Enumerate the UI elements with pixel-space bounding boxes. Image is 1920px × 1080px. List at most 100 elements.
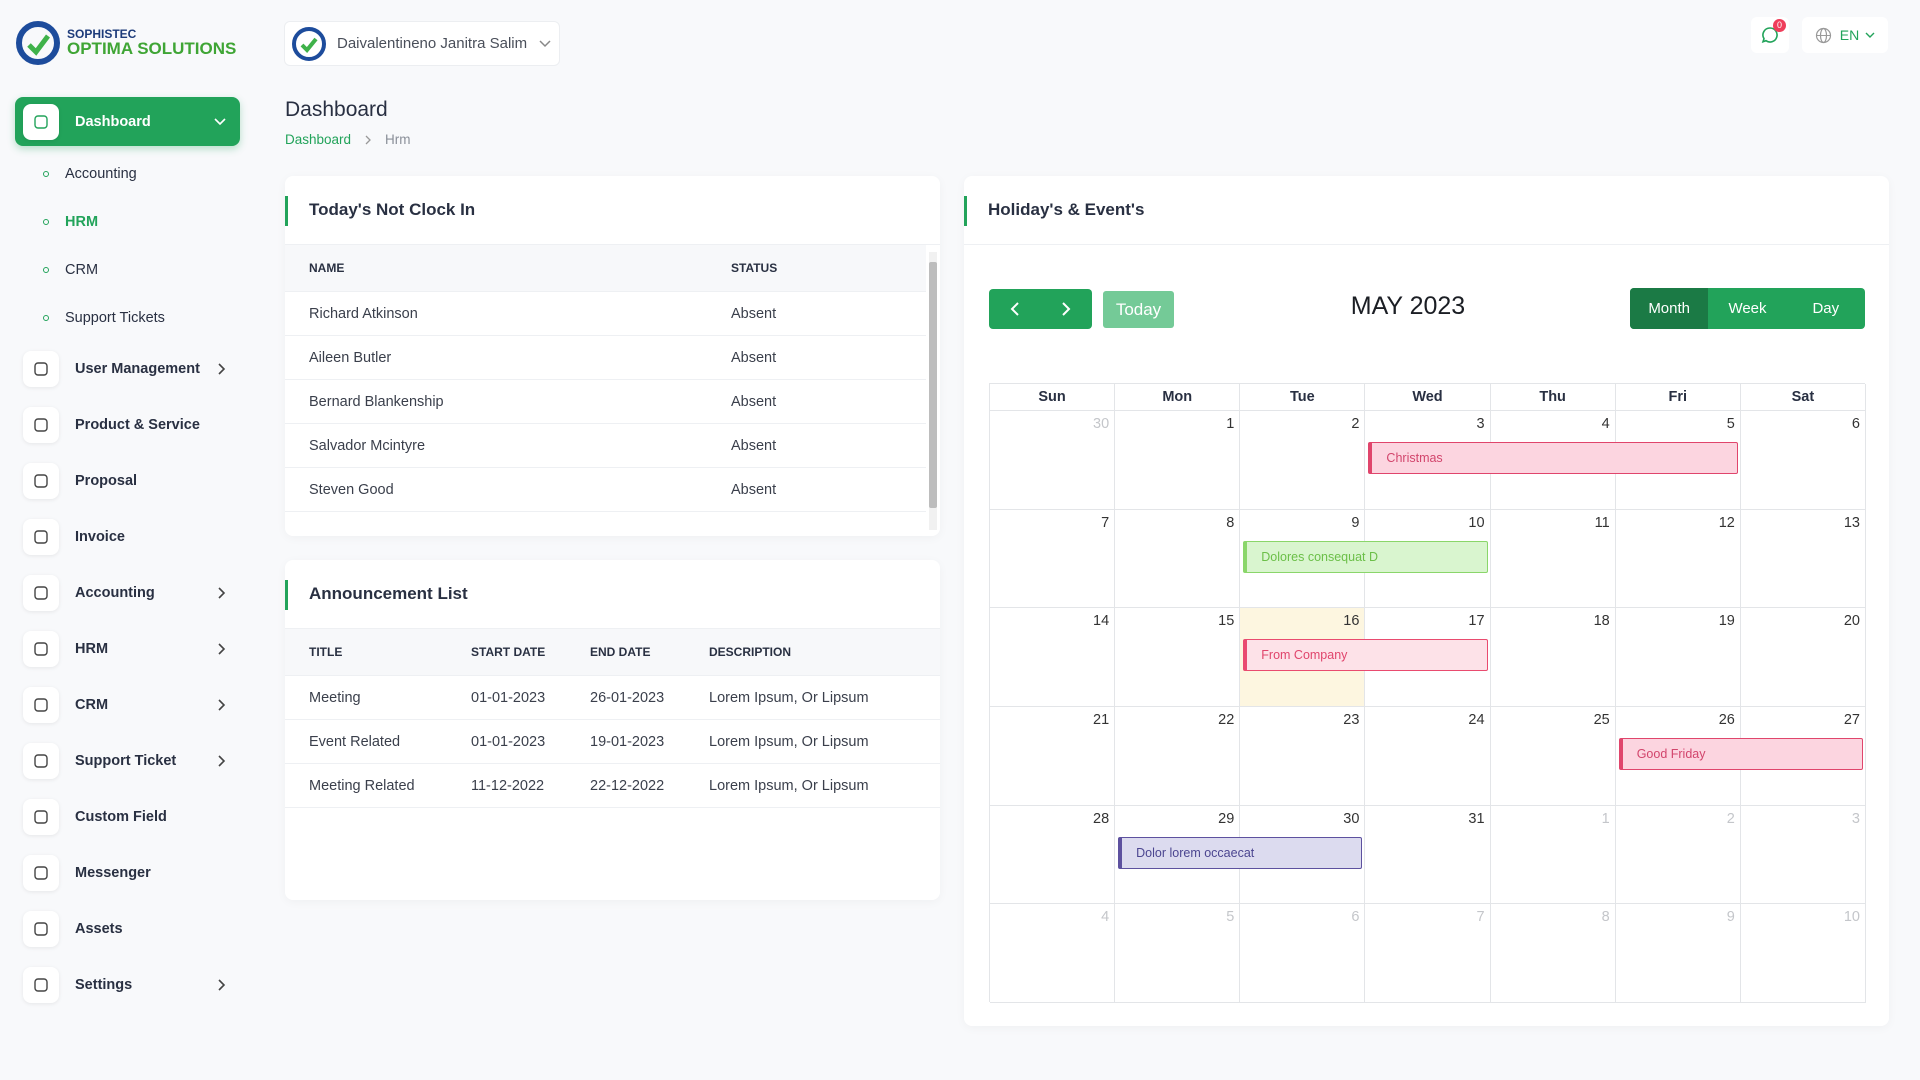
day-cell[interactable]: 2 [1240,411,1366,510]
view-button[interactable]: Month [1630,288,1709,329]
nav-subitem[interactable]: Accounting [43,160,137,188]
day-cell[interactable]: 8 [1115,509,1241,609]
day-number: 6 [1351,909,1360,926]
nav-icon [23,103,59,140]
chevron [1865,32,1875,38]
nav-item[interactable]: Support Ticket [15,736,240,785]
day-cell[interactable]: 28 [990,805,1116,905]
view-button[interactable]: Week [1728,300,1767,317]
day-cell[interactable]: 11 [1490,509,1616,609]
nav-icon [23,742,59,779]
scroll-thumb[interactable] [929,262,937,508]
nav-item[interactable]: CRM [15,680,240,729]
language-button[interactable]: EN [1802,17,1888,53]
nav-label: Support Ticket [75,752,177,769]
calendar-event[interactable]: Dolores consequat D [1243,540,1488,573]
table-cell: Richard Atkinson [309,305,418,322]
day-cell[interactable]: 1 [1115,411,1241,510]
breadcrumb-link[interactable]: Dashboard [285,132,352,147]
day-cell[interactable]: 5 [1615,411,1741,510]
nav-label: Assets [75,920,123,937]
day-cell[interactable]: 9 [1615,904,1741,1003]
calendar-event[interactable]: Good Friday [1618,738,1863,770]
nav-label: HRM [75,640,109,657]
day-cell[interactable]: 20 [1740,608,1866,707]
table-row: Event Related 01-01-2023 19-01-2023 Lorem I… [285,720,940,764]
day-cell[interactable]: 6 [1740,411,1866,510]
nav-subitem[interactable]: Support Tickets [43,304,165,332]
day-number: 20 [1843,613,1860,630]
day-cell[interactable]: 14 [990,608,1116,707]
nav-item[interactable]: Settings [15,960,240,1009]
table-cell: Event Related [309,733,401,750]
nav-item[interactable]: Messenger [15,848,240,897]
calendar-period: MAY 2023 [1350,292,1466,320]
weekday: Fri [1615,384,1741,411]
view-button[interactable]: Day [1812,300,1840,317]
calendar-event[interactable]: Christmas [1368,442,1738,474]
calendar-event[interactable]: Dolor lorem occaecat [1118,836,1363,869]
day-cell[interactable]: 23 [1240,707,1366,806]
scrollbar[interactable] [929,252,937,530]
calendar-card: Holiday's & Event's Today MAY 2023 Month… [964,176,1889,1026]
day-cell[interactable]: 24 [1365,707,1491,806]
day-cell[interactable]: 10 [1740,904,1866,1003]
day-cell[interactable]: 15 [1115,608,1241,707]
calendar-grid: Sun Mon Tue Wed Thu Fri Sat 30 1 2 3 4 5 6 7 8 9 10 11 12 13… [989,383,1866,1003]
day-cell[interactable]: 17 [1365,608,1491,707]
day-cell[interactable]: 18 [1490,608,1616,707]
day-cell[interactable]: 30 [990,411,1116,510]
nav-item[interactable]: Dashboard [15,97,240,146]
nav-item[interactable]: Assets [15,904,240,953]
nav-item[interactable]: Invoice [15,512,240,561]
table-header: NAME STATUS [285,245,926,292]
day-cell[interactable]: 27 [1740,707,1866,806]
day-cell[interactable]: 12 [1615,509,1741,609]
brand[interactable]: SOPHISTEC OPTIMA SOLUTIONS [15,20,236,66]
prev-button[interactable] [989,289,1041,329]
chevron [218,362,226,375]
nav-item[interactable]: Accounting [15,568,240,617]
day-cell[interactable]: 25 [1490,707,1616,806]
user-menu[interactable]: Daivalentineno Janitra Salim [284,21,560,66]
nav-item[interactable]: HRM [15,624,240,673]
table-cell: 11-12-2022 [471,777,545,794]
day-cell[interactable]: 1 [1490,805,1616,905]
day-cell[interactable]: 2 [1615,805,1741,905]
nav-item[interactable]: Proposal [15,456,240,505]
day-number: 22 [1218,712,1235,728]
day-cell[interactable]: 19 [1615,608,1741,707]
card-title: Announcement List [285,560,940,629]
nav-subitem[interactable]: HRM [43,208,98,236]
day-cell[interactable]: 31 [1365,805,1491,905]
table-cell: Absent [731,393,777,410]
nav-item[interactable]: User Management [15,344,240,393]
messages-button[interactable]: 0 [1751,17,1789,53]
day-cell[interactable]: 7 [1365,904,1491,1003]
nav-item[interactable]: Custom Field [15,792,240,841]
day-cell[interactable]: 10 [1365,509,1491,609]
day-cell[interactable]: 22 [1115,707,1241,806]
nav-subitem[interactable]: CRM [43,256,98,284]
nav-label: Custom Field [75,808,167,825]
day-cell[interactable]: 21 [990,707,1116,806]
day-cell[interactable]: 30 [1240,805,1366,905]
day-cell[interactable]: 13 [1740,509,1866,609]
nav-icon [23,798,59,835]
day-cell[interactable]: 8 [1490,904,1616,1003]
calendar-event[interactable]: From Company [1243,639,1488,672]
day-number: 30 [1093,416,1110,432]
day-cell[interactable]: 3 [1740,805,1866,905]
day-cell[interactable]: 7 [990,509,1116,609]
table-cell: Meeting Related [309,777,415,794]
calendar-nav [989,289,1092,329]
user-name: Daivalentineno Janitra Salim [337,35,528,52]
nav-item[interactable]: Product & Service [15,400,240,449]
chevron [218,754,226,767]
day-cell[interactable]: 6 [1240,904,1366,1003]
language: EN [1839,27,1860,43]
next-button[interactable] [1041,289,1093,329]
day-cell[interactable]: 4 [990,904,1116,1003]
day-cell[interactable]: 5 [1115,904,1241,1003]
today-button[interactable]: Today [1103,291,1174,328]
